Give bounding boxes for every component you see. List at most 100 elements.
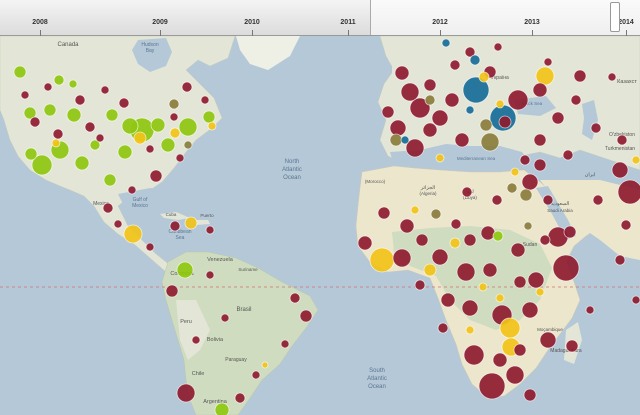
event-bubble-af-22[interactable] — [492, 352, 508, 368]
event-bubble-sa-1[interactable] — [165, 284, 179, 298]
event-bubble-usa-13[interactable] — [103, 173, 117, 187]
event-bubble-usa-17[interactable] — [89, 139, 101, 151]
event-bubble-sa-6[interactable] — [220, 313, 230, 323]
event-bubble-usa-r2[interactable] — [52, 128, 64, 140]
event-bubble-eu-o3[interactable] — [389, 133, 403, 147]
event-bubble-cam-g1[interactable] — [176, 261, 194, 279]
event-bubble-usa-1[interactable] — [23, 106, 37, 120]
event-bubble-af-31[interactable] — [415, 233, 429, 247]
event-bubble-sa-g1[interactable] — [214, 402, 230, 415]
event-bubble-af-o2[interactable] — [523, 221, 533, 231]
event-bubble-eu-7[interactable] — [405, 138, 425, 158]
event-bubble-eu-24[interactable] — [533, 133, 547, 147]
event-bubble-usa-11[interactable] — [31, 154, 53, 176]
event-bubble-af-20[interactable] — [539, 331, 557, 349]
event-bubble-asia-1[interactable] — [614, 254, 626, 266]
event-bubble-sa-3[interactable] — [289, 292, 301, 304]
timeline-year-2008[interactable]: 2008 — [32, 19, 48, 26]
event-bubble-car-y2[interactable] — [184, 216, 198, 230]
event-bubble-usa-4[interactable] — [105, 108, 119, 122]
event-bubble-usa-r3[interactable] — [84, 121, 96, 133]
event-bubble-usa-9[interactable] — [202, 110, 216, 124]
event-bubble-usa-r5[interactable] — [118, 97, 130, 109]
timeline-year-2013[interactable]: 2013 — [524, 19, 540, 26]
event-bubble-eu-13[interactable] — [551, 111, 565, 125]
event-bubble-sa-9[interactable] — [234, 392, 246, 404]
event-bubble-af-y10[interactable] — [535, 287, 545, 297]
event-bubble-af-y6[interactable] — [478, 282, 488, 292]
event-bubble-af-17[interactable] — [461, 299, 479, 317]
event-bubble-eu-17[interactable] — [464, 46, 476, 58]
event-bubble-me-4[interactable] — [617, 179, 640, 205]
event-bubble-eu-21[interactable] — [381, 105, 395, 119]
event-bubble-af-9[interactable] — [539, 234, 551, 246]
event-bubble-me-3[interactable] — [542, 194, 554, 206]
event-bubble-eu-y4[interactable] — [435, 153, 445, 163]
event-bubble-mex-1[interactable] — [102, 202, 114, 214]
event-bubble-me-y2[interactable] — [631, 155, 640, 165]
event-bubble-af-6[interactable] — [463, 233, 477, 247]
event-bubble-eu-27[interactable] — [519, 154, 531, 166]
event-bubble-af-24[interactable] — [478, 372, 506, 400]
timeline-year-2009[interactable]: 2009 — [152, 19, 168, 26]
event-bubble-me-y1[interactable] — [510, 167, 520, 177]
event-bubble-mex-2[interactable] — [127, 185, 137, 195]
event-bubble-car-y1[interactable] — [123, 224, 143, 244]
event-bubble-eu-o1[interactable] — [480, 132, 500, 152]
event-bubble-usa-r15[interactable] — [175, 153, 185, 163]
event-bubble-usa-19[interactable] — [160, 137, 176, 153]
event-bubble-usa-r9[interactable] — [200, 95, 210, 105]
event-bubble-me-o1[interactable] — [519, 188, 533, 202]
event-bubble-eu-4[interactable] — [409, 97, 431, 119]
event-bubble-usa-2[interactable] — [43, 103, 57, 117]
event-bubble-usa-14[interactable] — [13, 65, 27, 79]
event-bubble-af-y5[interactable] — [423, 263, 437, 277]
event-bubble-af-1[interactable] — [377, 206, 391, 220]
event-bubble-eu-9[interactable] — [454, 132, 470, 148]
event-bubble-usa-18[interactable] — [117, 144, 133, 160]
event-bubble-eu-b5[interactable] — [465, 105, 475, 115]
event-bubble-usa-y1[interactable] — [133, 131, 147, 145]
event-bubble-usa-3[interactable] — [66, 107, 82, 123]
event-bubble-af-y8[interactable] — [410, 205, 420, 215]
event-bubble-sa-10[interactable] — [251, 370, 261, 380]
event-bubble-usa-16[interactable] — [68, 79, 78, 89]
event-bubble-usa-r1[interactable] — [29, 116, 41, 128]
event-bubble-af-5[interactable] — [431, 248, 449, 266]
event-bubble-eu-18[interactable] — [493, 42, 503, 52]
event-bubble-af-16[interactable] — [440, 292, 456, 308]
event-bubble-me-o2[interactable] — [506, 182, 518, 194]
event-bubble-eu-28[interactable] — [562, 149, 574, 161]
event-bubble-af-29[interactable] — [414, 279, 426, 291]
event-bubble-af-32[interactable] — [450, 218, 462, 230]
event-bubble-af-7[interactable] — [480, 225, 496, 241]
event-bubble-sa-y1[interactable] — [261, 361, 269, 369]
event-bubble-usa-20[interactable] — [24, 147, 38, 161]
event-bubble-eu-b3[interactable] — [469, 54, 481, 66]
event-bubble-usa-r14[interactable] — [20, 90, 30, 100]
event-bubble-af-13[interactable] — [513, 275, 527, 289]
event-bubble-eu-8[interactable] — [444, 92, 460, 108]
event-bubble-usa-y3[interactable] — [169, 127, 181, 139]
event-bubble-eu-o4[interactable] — [424, 94, 436, 106]
event-bubble-usa-5[interactable] — [121, 117, 139, 135]
event-bubble-eu-22[interactable] — [422, 122, 438, 138]
event-bubble-af-27[interactable] — [565, 339, 579, 353]
event-bubble-af-26[interactable] — [523, 388, 537, 402]
event-bubble-af-o1[interactable] — [430, 208, 442, 220]
event-bubble-usa-r8[interactable] — [181, 81, 193, 93]
event-bubble-af-30[interactable] — [461, 186, 473, 198]
event-bubble-af-y4[interactable] — [449, 237, 461, 249]
timeline-selection-window[interactable] — [370, 0, 640, 35]
event-bubble-eu-y1[interactable] — [535, 66, 555, 86]
event-bubble-af-28[interactable] — [437, 322, 449, 334]
event-bubble-sa-4[interactable] — [299, 309, 313, 323]
event-bubble-sa-2[interactable] — [205, 270, 215, 280]
event-bubble-af-2[interactable] — [357, 235, 373, 251]
event-bubble-mex-3[interactable] — [113, 219, 123, 229]
timeline-year-2014[interactable]: 2014 — [618, 19, 634, 26]
event-bubble-usa-r10[interactable] — [43, 82, 53, 92]
event-bubble-me-2[interactable] — [533, 158, 547, 172]
event-bubble-usa-12[interactable] — [74, 155, 90, 171]
event-bubble-usa-o2[interactable] — [183, 140, 193, 150]
